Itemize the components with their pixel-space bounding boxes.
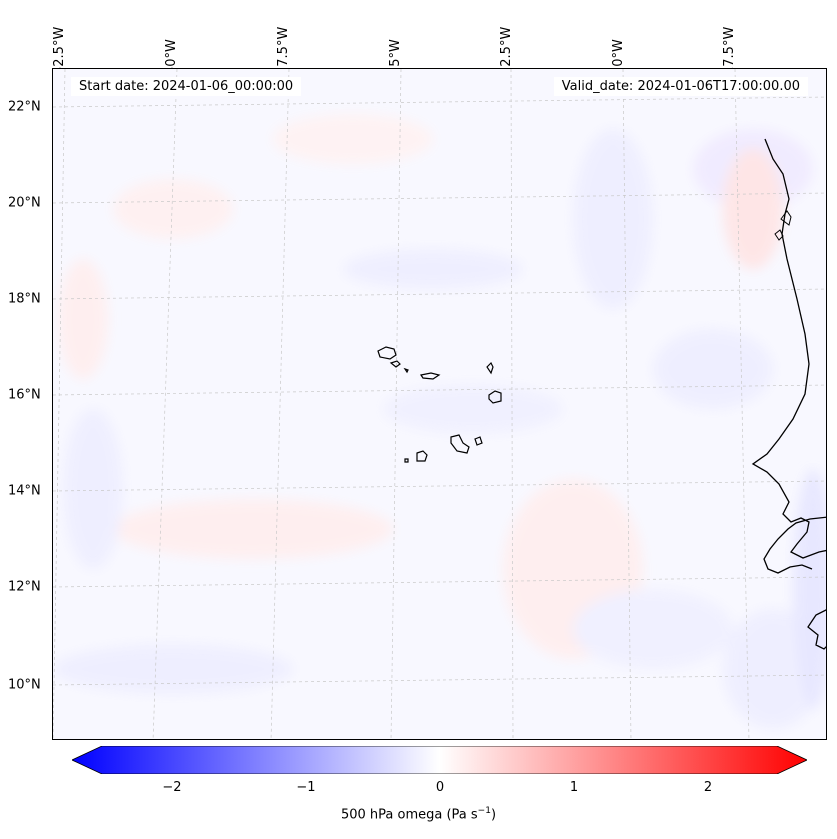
colorbar-tick-label: −1 xyxy=(296,780,316,795)
graticule xyxy=(53,69,826,739)
start-date-label: Start date: 2024-01-06_00:00:00 xyxy=(71,77,302,96)
west-africa-coastline xyxy=(751,138,826,650)
cape-verde-islands xyxy=(377,346,502,463)
colorbar-tick-label: 0 xyxy=(435,780,445,795)
valid-date-label: Valid_date: 2024-01-06T17:00:00.00 xyxy=(553,77,808,96)
omega-field xyxy=(53,69,826,739)
lat-label: 20°N xyxy=(8,195,41,211)
map-plot-area[interactable]: Start date: 2024-01-06_00:00:00 Valid_da… xyxy=(52,68,827,740)
colorbar xyxy=(71,745,808,775)
lat-label: 12°N xyxy=(8,579,41,595)
colorbar-title: 500 hPa omega (Pa s−1) xyxy=(340,806,497,823)
colorbar-gradient xyxy=(71,745,808,775)
omega-contours xyxy=(53,114,826,729)
lat-label: 14°N xyxy=(8,483,41,499)
lat-label: 18°N xyxy=(8,291,41,307)
lat-label: 16°N xyxy=(8,387,41,403)
colorbar-tick-label: 1 xyxy=(569,780,579,795)
colorbar-tick-label: −2 xyxy=(162,780,182,795)
lat-label: 22°N xyxy=(8,99,41,115)
colorbar-tick-label: 2 xyxy=(703,780,713,795)
lat-label: 10°N xyxy=(8,677,41,693)
